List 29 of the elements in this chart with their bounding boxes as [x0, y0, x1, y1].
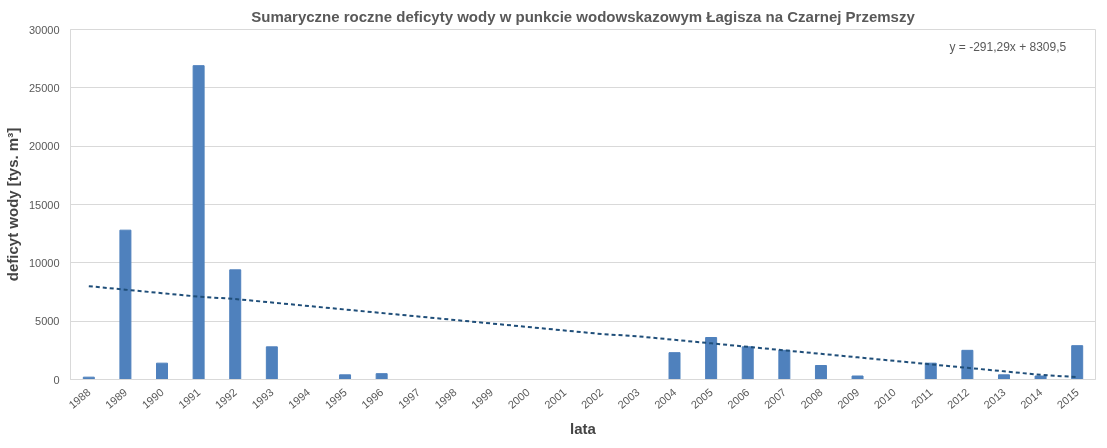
- bar: [741, 346, 754, 380]
- y-axis-title: deficyt wody [tys. m³]: [3, 127, 21, 282]
- bar: [851, 375, 864, 380]
- x-axis-title: lata: [570, 420, 597, 438]
- bar: [192, 65, 205, 380]
- y-tick-label: 15000: [28, 198, 60, 211]
- y-tick-label: 5000: [35, 315, 60, 328]
- y-tick-label: 20000: [28, 140, 60, 153]
- bar: [778, 349, 791, 380]
- bar: [705, 337, 718, 380]
- bar: [1071, 345, 1084, 380]
- bar: [814, 365, 827, 380]
- bar: [265, 346, 278, 380]
- annotation: y = -291,29x + 8309,5: [949, 40, 1067, 54]
- y-tick-label: 30000: [28, 23, 60, 36]
- line-series: [87, 285, 1079, 379]
- bar: [668, 352, 681, 380]
- bar: [339, 374, 352, 380]
- bar: [229, 269, 242, 380]
- y-tick-label: 0: [53, 373, 60, 386]
- y-tick-label: 10000: [28, 256, 60, 269]
- bar: [997, 374, 1010, 380]
- bar: [375, 373, 388, 380]
- bar: [156, 362, 169, 380]
- chart-title: Sumaryczne roczne deficyty wody w punkcie wodowskazowym Łagisza na Czarnej Przemszy: [251, 7, 916, 25]
- y-tick-label: 25000: [28, 81, 60, 94]
- bar: [119, 229, 132, 380]
- bar: [1034, 375, 1047, 380]
- bar: [961, 349, 974, 380]
